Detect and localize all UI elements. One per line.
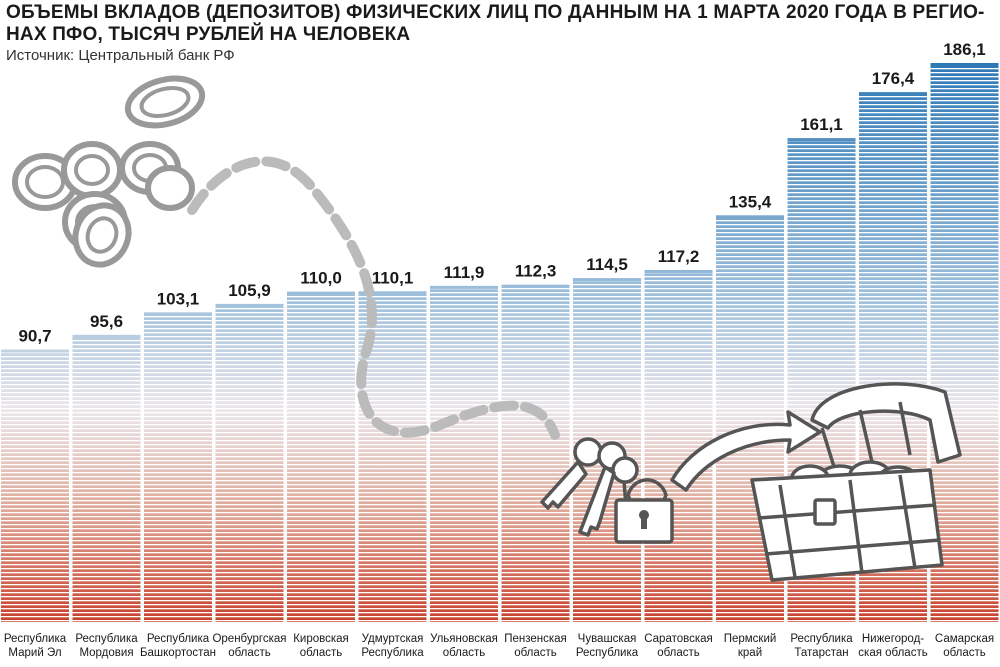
bar-stripes-5 [287, 294, 355, 622]
value-label-11: 135,4 [729, 192, 772, 211]
bar-stripes-14 [930, 66, 999, 622]
category-label-2: Республика Мордовия [75, 633, 138, 659]
value-label-14: 186,1 [943, 40, 986, 59]
value-label-7: 111,9 [444, 263, 485, 282]
category-label-14: Самарская область [935, 633, 994, 659]
value-label-3: 103,1 [157, 289, 200, 308]
treasure-chest-icon [750, 382, 962, 582]
chart-title-line-1: ОБЪЕМЫ ВКЛАДОВ (ДЕПОЗИТОВ) ФИЗИЧЕСКИХ ЛИ… [6, 2, 985, 23]
bar-stripes-2 [72, 337, 141, 622]
chart-source: Источник: Центральный банк РФ [6, 47, 235, 64]
bar-stripes-4 [215, 306, 284, 622]
category-label-13: Нижегород-ская область [858, 633, 927, 659]
value-labels-group: 90,7 95,6 103,1 105,9 110,0 110,1 111,9 112,3 11… [18, 40, 985, 346]
value-label-5: 110,0 [300, 269, 342, 288]
category-label-8: Пензенская область [504, 633, 567, 659]
value-label-2: 95,6 [90, 312, 123, 331]
coins-illustration [12, 75, 206, 268]
category-label-6: Удмуртская Республика [361, 633, 424, 659]
category-label-10: Саратовская область [644, 633, 713, 659]
bar-stripes-3 [144, 315, 212, 622]
category-label-9: Чувашская Республика [576, 633, 639, 659]
category-label-3: Республика Башкортостан [140, 633, 216, 659]
value-label-8: 112,3 [515, 262, 557, 281]
category-label-12: Республика Татарстан [790, 633, 853, 659]
bar-stripes-7 [430, 288, 498, 622]
value-label-9: 114,5 [586, 255, 628, 274]
category-label-5: Кировская область [293, 633, 349, 659]
chart-title: ОБЪЕМЫ ВКЛАДОВ (ДЕПОЗИТОВ) ФИЗИЧЕСКИХ ЛИ… [6, 2, 996, 46]
category-label-4: Оренбургская область [212, 633, 286, 659]
value-label-1: 90,7 [18, 327, 51, 346]
dashed-path [187, 156, 560, 440]
bar-stripes-1 [1, 352, 69, 622]
value-label-4: 105,9 [228, 281, 271, 300]
value-label-10: 117,2 [658, 247, 700, 266]
category-label-7: Ульяновская область [430, 633, 498, 659]
arrow-icon [670, 410, 822, 492]
category-label-1: Республика Марий Эл [4, 633, 67, 659]
keys-with-padlock-icon [540, 437, 674, 544]
bar-stripes-8 [501, 287, 570, 622]
value-label-13: 176,4 [872, 69, 915, 88]
category-label-11: Пермский край [724, 633, 777, 659]
value-label-12: 161,1 [800, 115, 843, 134]
chart-title-line-2: НАХ ПФО, ТЫСЯЧ РУБЛЕЙ НА ЧЕЛОВЕКА [6, 24, 411, 45]
value-label-6: 110,1 [372, 268, 414, 287]
bars-group [1, 63, 999, 623]
